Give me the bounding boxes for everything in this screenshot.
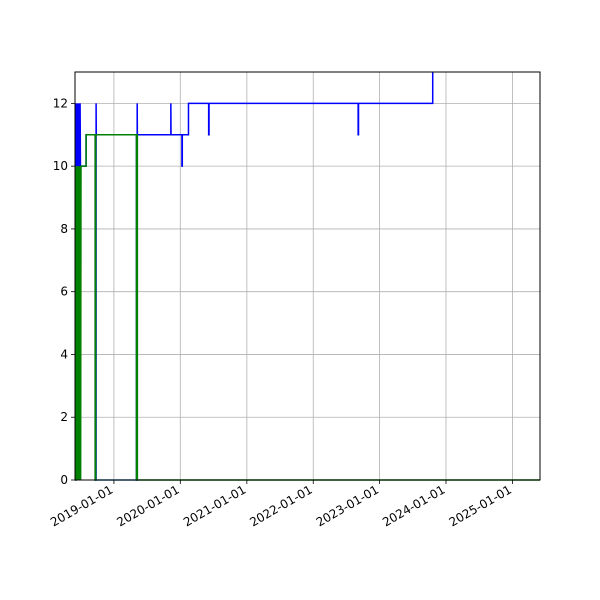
y-tick-label-3: 6 <box>60 285 68 299</box>
y-tick-label-4: 8 <box>60 222 68 236</box>
y-tick-label-5: 10 <box>53 159 68 173</box>
y-tick-label-0: 0 <box>60 473 68 487</box>
y-tick-label-6: 12 <box>53 96 68 110</box>
y-tick-label-2: 4 <box>60 347 68 361</box>
plot-frame <box>74 71 541 481</box>
y-tick-label-1: 2 <box>60 410 68 424</box>
